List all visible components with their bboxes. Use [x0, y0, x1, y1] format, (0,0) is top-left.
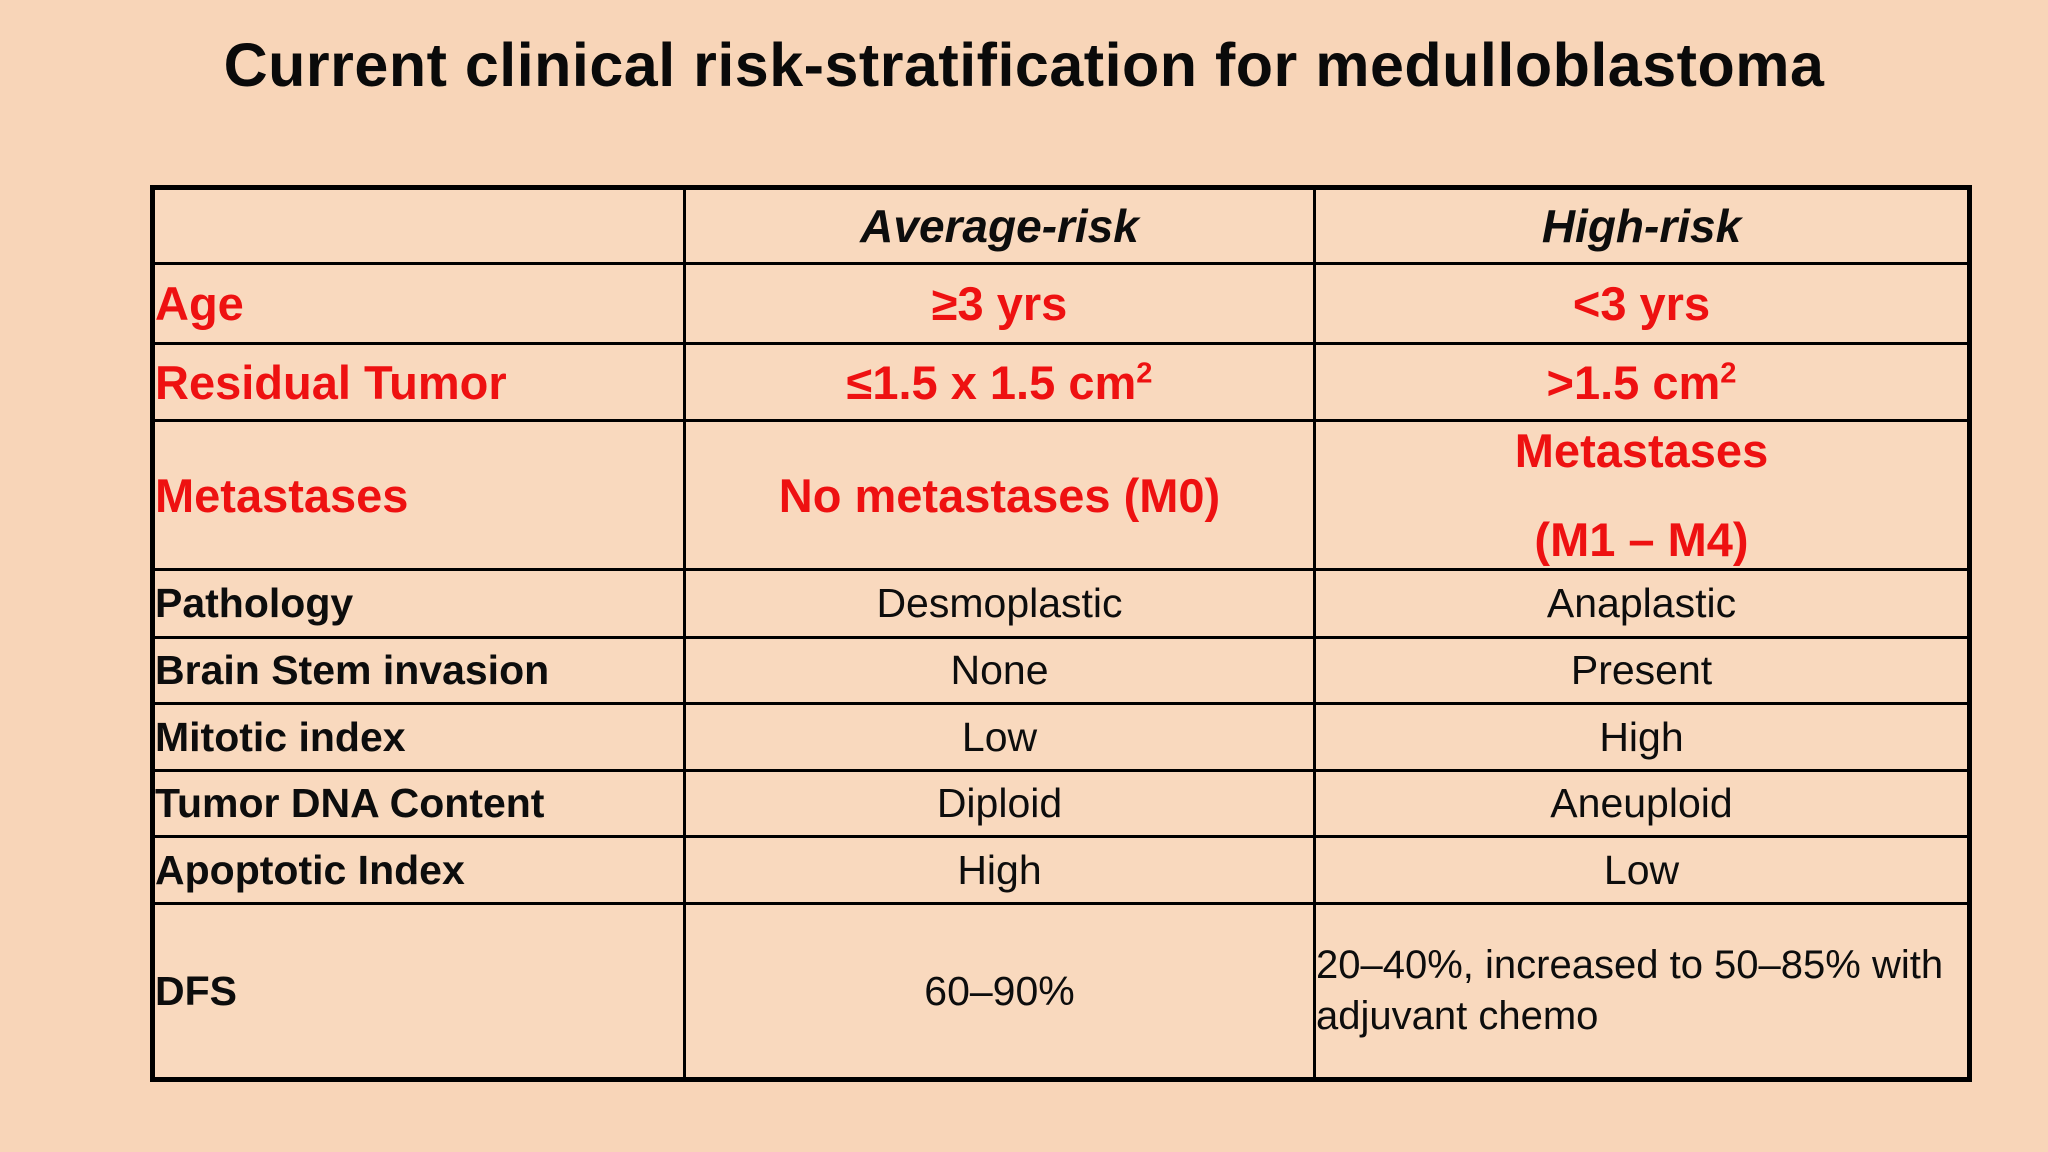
residual-high-superscript: 2 [1720, 356, 1737, 389]
cell-dfs-high: 20–40%, increased to 50–85% with adjuvan… [1313, 902, 1971, 1081]
page-title: Current clinical risk-stratification for… [223, 31, 1825, 99]
row-label-mitotic-index: Mitotic index [151, 702, 686, 772]
cell-mitotic-high: High [1313, 702, 1971, 772]
table-row-apoptotic-index: Apoptotic Index High Low [151, 835, 1971, 905]
residual-high-value: >1.5 cm [1546, 355, 1721, 409]
cell-brain-stem-average: None [683, 636, 1316, 705]
cell-brain-stem-high: Present [1313, 636, 1971, 705]
column-header-high-risk: High-risk [1313, 186, 1971, 265]
cell-pathology-average: Desmoplastic [683, 568, 1316, 639]
table-row-age: Age ≥3 yrs <3 yrs [151, 262, 1971, 345]
metastases-high-line1: Metastases [1514, 424, 1769, 477]
table-row-tumor-dna-content: Tumor DNA Content Diploid Aneuploid [151, 769, 1971, 838]
cell-age-high: <3 yrs [1313, 262, 1971, 345]
table-header-row: Average-risk High-risk [151, 186, 1971, 265]
cell-residual-average: ≤1.5 x 1.5 cm2 [683, 342, 1316, 422]
cell-metastases-high: Metastases (M1 – M4) [1313, 419, 1971, 571]
residual-average-superscript: 2 [1136, 356, 1153, 389]
table-corner-cell [151, 186, 686, 265]
table-row-dfs: DFS 60–90% 20–40%, increased to 50–85% w… [151, 902, 1971, 1081]
row-label-pathology: Pathology [151, 568, 686, 639]
table-row-metastases: Metastases No metastases (M0) Metastases… [151, 419, 1971, 571]
cell-metastases-average: No metastases (M0) [683, 419, 1316, 571]
risk-stratification-table: Average-risk High-risk Age ≥3 yrs <3 yrs… [150, 185, 1972, 1082]
table-row-brain-stem-invasion: Brain Stem invasion None Present [151, 636, 1971, 705]
cell-apoptotic-high: Low [1313, 835, 1971, 905]
cell-pathology-high: Anaplastic [1313, 568, 1971, 639]
table-row-residual-tumor: Residual Tumor ≤1.5 x 1.5 cm2 >1.5 cm2 [151, 342, 1971, 422]
cell-dna-high: Aneuploid [1313, 769, 1971, 838]
cell-age-average: ≥3 yrs [683, 262, 1316, 345]
cell-dfs-average: 60–90% [683, 902, 1316, 1081]
row-label-metastases: Metastases [151, 419, 686, 571]
row-label-residual-tumor: Residual Tumor [151, 342, 686, 422]
cell-apoptotic-average: High [683, 835, 1316, 905]
cell-dna-average: Diploid [683, 769, 1316, 838]
table-row-pathology: Pathology Desmoplastic Anaplastic [151, 568, 1971, 639]
row-label-dfs: DFS [151, 902, 686, 1081]
metastases-high-line2: (M1 – M4) [1534, 513, 1749, 566]
cell-residual-high: >1.5 cm2 [1313, 342, 1971, 422]
row-label-age: Age [151, 262, 686, 345]
cell-mitotic-average: Low [683, 702, 1316, 772]
row-label-brain-stem-invasion: Brain Stem invasion [151, 636, 686, 705]
column-header-average-risk: Average-risk [683, 186, 1316, 265]
row-label-apoptotic-index: Apoptotic Index [151, 835, 686, 905]
table-row-mitotic-index: Mitotic index Low High [151, 702, 1971, 772]
residual-average-value: ≤1.5 x 1.5 cm [846, 355, 1137, 409]
row-label-tumor-dna-content: Tumor DNA Content [151, 769, 686, 838]
